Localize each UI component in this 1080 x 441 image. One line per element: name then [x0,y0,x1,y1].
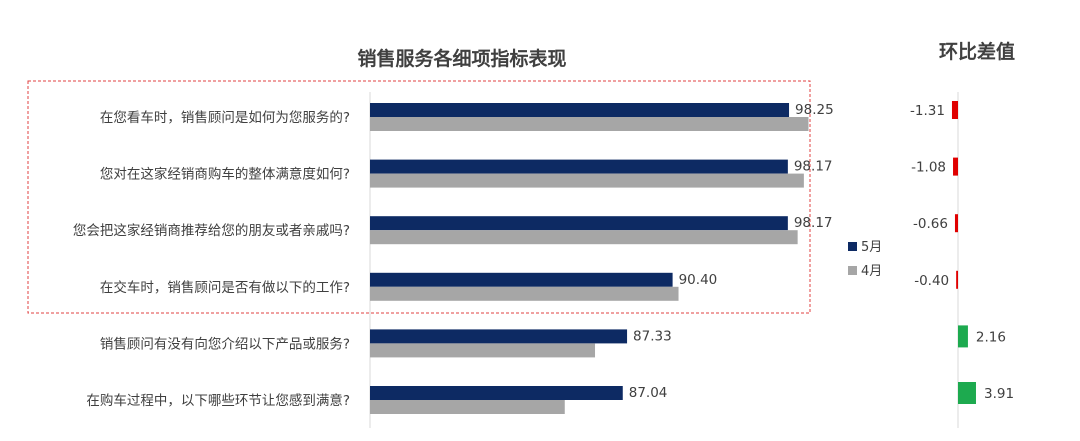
bar-value-label-may: 87.04 [629,385,668,401]
bar-value-label-may: 98.25 [795,102,834,118]
legend: 5月 4月 [848,240,882,279]
bar-april [370,343,596,358]
main-chart-title: 销售服务各细项指标表现 [357,47,566,70]
diff-value-label: 3.91 [984,386,1014,402]
bar-may [370,329,628,344]
diff-chart-title: 环比差值 [939,40,1015,63]
category-label: 在您看车时，销售顾问是如何为您服务的? [100,109,350,126]
category-label: 在交车时，销售顾问是否有做以下的工作? [100,279,350,296]
diff-bar-positive [958,325,968,348]
category-labels: 在您看车时，销售顾问是如何为您服务的? 您对在这家经销商购车的整体满意度如何? 您会… [73,109,350,409]
legend-label-april: 4月 [861,264,882,279]
diff-value-label: 2.16 [976,329,1006,345]
bar-april [370,400,565,414]
legend-swatch-may [848,242,857,251]
bar-may [370,386,623,400]
highlight-frame [27,80,811,314]
legend-label-may: 5月 [861,240,882,255]
bar-may [370,159,788,174]
bar-may [370,103,790,117]
diff-bar-positive [958,382,976,404]
diff-bar-negative [956,270,958,289]
bar-april [370,173,804,188]
diff-value-label: -0.40 [914,273,949,289]
bar-april [370,230,798,245]
category-label: 销售顾问有没有向您介绍以下产品或服务? [100,335,350,352]
bar-value-label-may: 98.17 [794,159,833,175]
bar-may [370,272,673,287]
bar-value-label-may: 98.17 [794,215,833,231]
diff-value-label: -0.66 [913,216,948,232]
main-bars: 98.25 98.17 98.17 90.40 87.33 87.04 [370,102,834,414]
category-label: 您会把这家经销商推荐给您的朋友或者亲戚吗? [73,222,350,239]
diff-bar-negative [954,214,958,233]
bar-april [370,117,809,131]
bar-april [370,286,679,301]
diff-bar-negative [951,101,958,119]
diff-bars: -1.31 -1.08 -0.66 -0.40 2.16 3.91 [910,101,1014,404]
bar-value-label-may: 90.40 [679,272,718,288]
legend-swatch-april [848,266,857,275]
category-label: 您对在这家经销商购车的整体满意度如何? [100,166,350,183]
diff-value-label: -1.08 [911,160,946,176]
category-label: 在购车过程中，以下哪些环节让您感到满意? [86,392,350,409]
bar-may [370,216,788,231]
bar-value-label-may: 87.33 [633,328,672,344]
diff-bar-negative [953,157,958,176]
diff-value-label: -1.31 [910,103,945,119]
